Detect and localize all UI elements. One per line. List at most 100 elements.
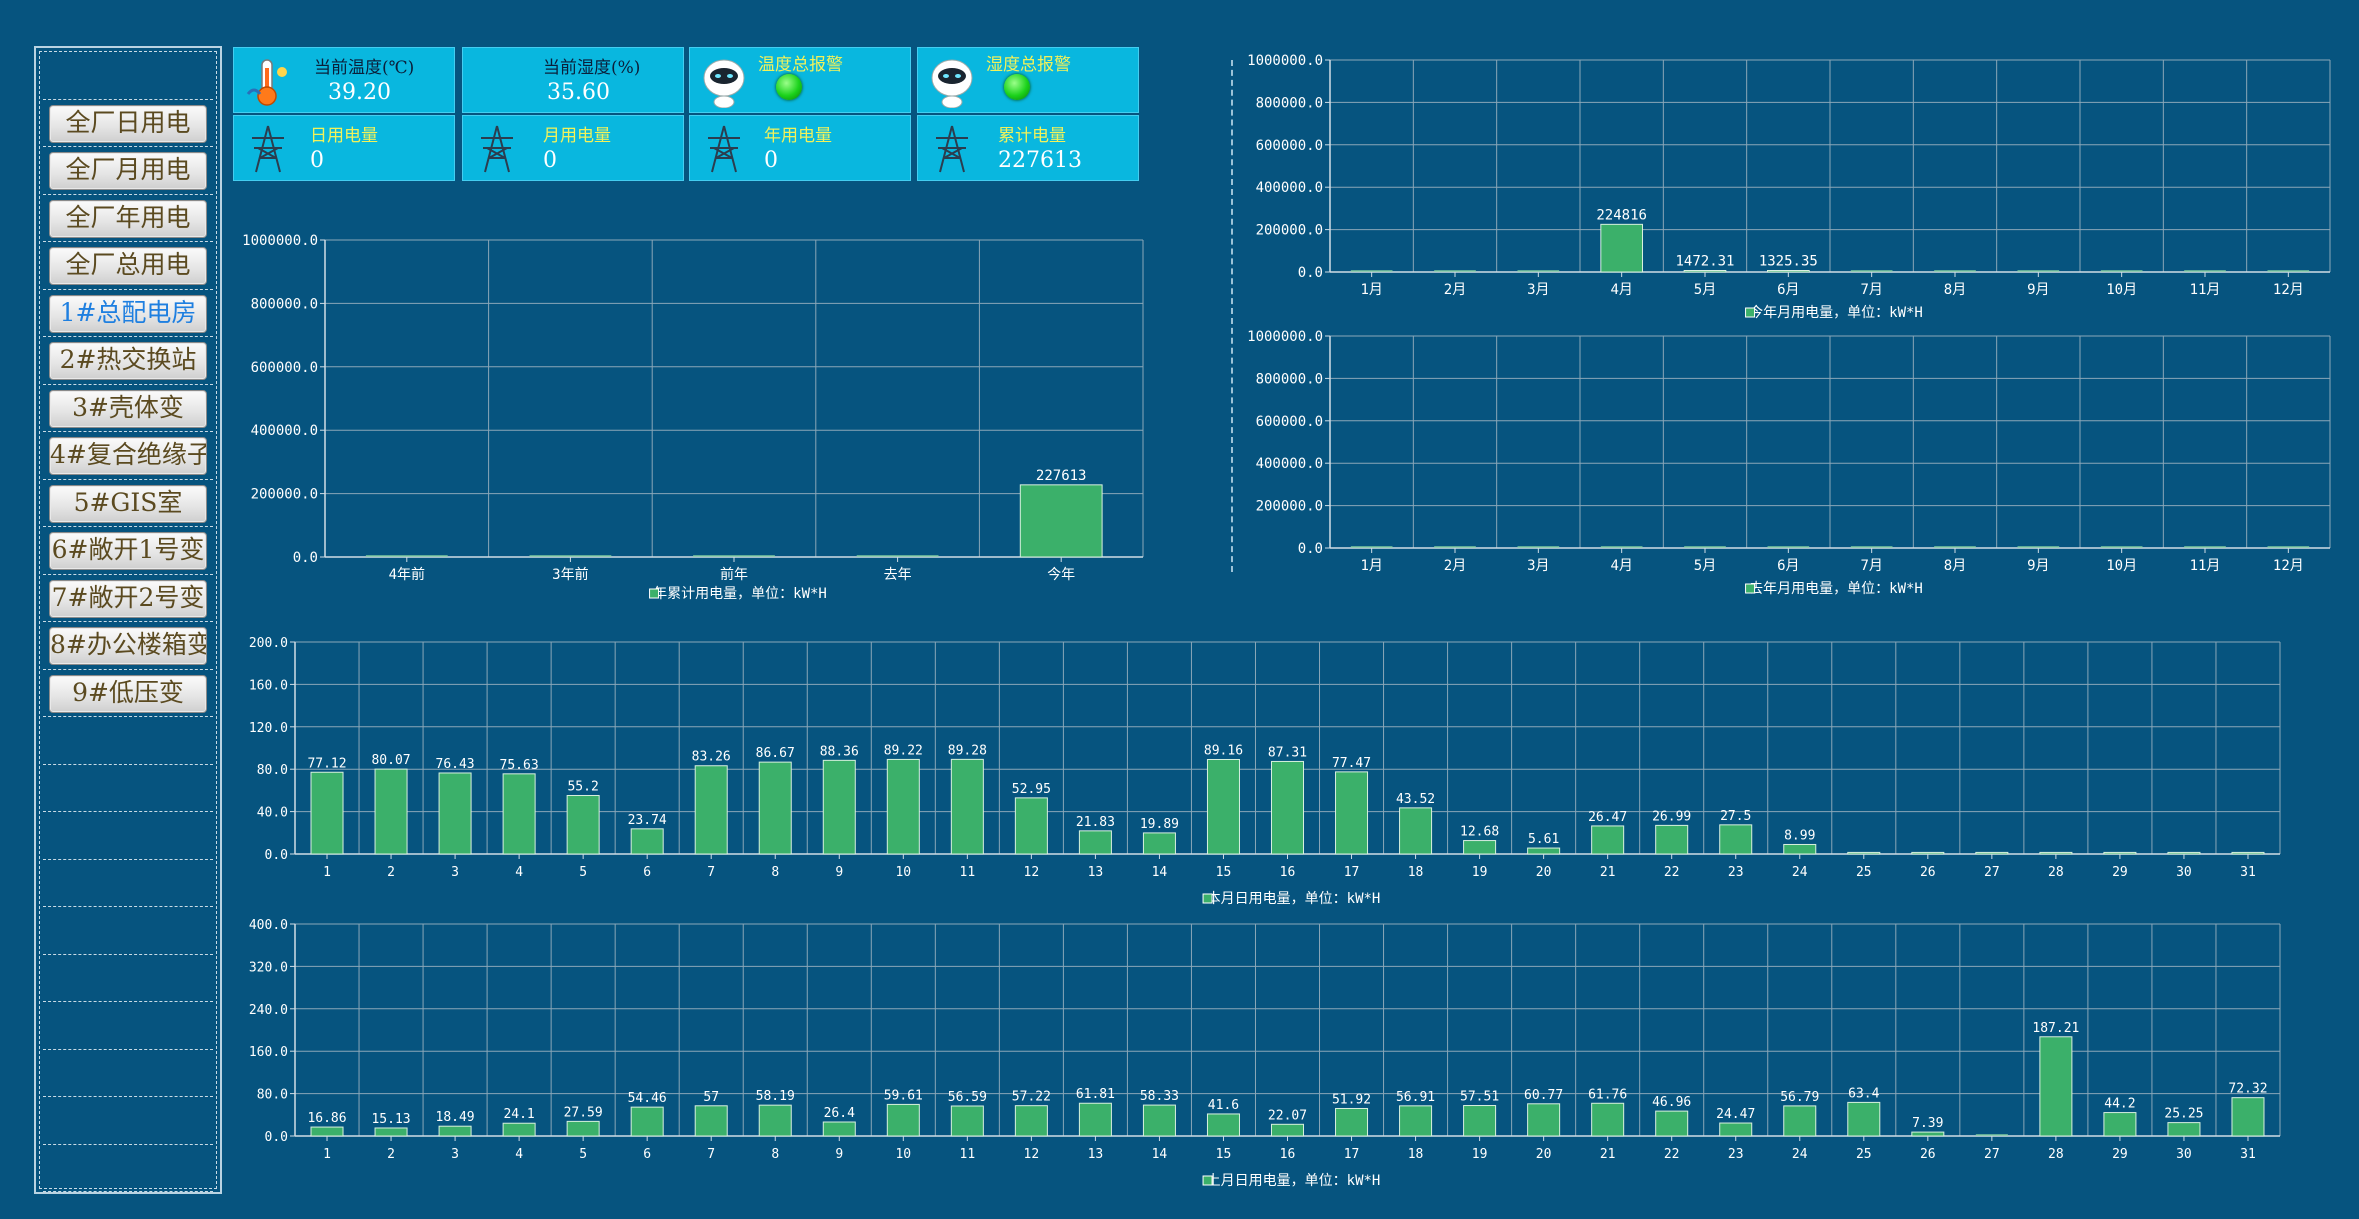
data-label: 43.52 bbox=[1396, 792, 1435, 807]
x-tick-label: 3月 bbox=[1527, 282, 1549, 298]
x-tick-label: 27 bbox=[1984, 1147, 2000, 1162]
data-label: 77.47 bbox=[1332, 756, 1371, 771]
data-label: 61.76 bbox=[1588, 1087, 1627, 1102]
power-tower-icon bbox=[481, 125, 513, 173]
sidebar-item-button[interactable]: 全厂总用电 bbox=[49, 247, 207, 285]
data-label: 57.51 bbox=[1460, 1090, 1499, 1105]
humidity-tile: 当前湿度(%) 35.60 bbox=[462, 47, 684, 113]
bar bbox=[1719, 824, 1753, 855]
data-label: 60.77 bbox=[1524, 1088, 1563, 1103]
data-label: 26.4 bbox=[824, 1106, 855, 1121]
sidebar-item-button[interactable]: 3#壳体变 bbox=[49, 389, 207, 428]
monthly-energy-value: 0 bbox=[543, 148, 557, 173]
x-tick-label: 30 bbox=[2176, 865, 2192, 880]
x-tick-label: 1 bbox=[323, 1147, 331, 1162]
x-tick-label: 19 bbox=[1472, 865, 1488, 880]
bar bbox=[1335, 1107, 1369, 1137]
bar bbox=[694, 1105, 728, 1137]
sidebar-item-button[interactable]: 5#GIS室 bbox=[49, 484, 207, 523]
bar bbox=[950, 758, 984, 855]
x-tick-label: 31 bbox=[2240, 1147, 2256, 1162]
data-label: 8.99 bbox=[1784, 828, 1815, 843]
legend-swatch bbox=[649, 588, 660, 599]
x-tick-label: 5月 bbox=[1694, 558, 1716, 574]
x-tick-label: 3 bbox=[451, 865, 459, 880]
power-tower-icon bbox=[252, 125, 284, 173]
x-tick-label: 29 bbox=[2112, 1147, 2128, 1162]
sidebar-row: 2#热交换站 bbox=[43, 337, 213, 385]
temperature-label: 当前温度(℃) bbox=[314, 58, 415, 78]
x-tick-label: 6月 bbox=[1777, 282, 1799, 298]
x-tick-label: 29 bbox=[2112, 865, 2128, 880]
x-tick-label: 26 bbox=[1920, 1147, 1936, 1162]
y-tick-label: 0.0 bbox=[265, 848, 288, 863]
y-tick-label: 160.0 bbox=[249, 1045, 288, 1060]
bar bbox=[1767, 270, 1810, 273]
bar bbox=[694, 765, 728, 855]
data-label: 224816 bbox=[1596, 207, 1647, 223]
bar bbox=[2167, 851, 2201, 855]
bar bbox=[1399, 807, 1433, 855]
x-tick-label: 1月 bbox=[1360, 558, 1382, 574]
x-tick-label: 14 bbox=[1152, 865, 1168, 880]
data-label: 227613 bbox=[1036, 468, 1087, 484]
y-tick-label: 1000000.0 bbox=[242, 233, 318, 249]
bar bbox=[1270, 1123, 1305, 1137]
bar bbox=[1683, 270, 1727, 273]
sidebar-row bbox=[43, 1145, 213, 1192]
data-label: 52.95 bbox=[1012, 782, 1051, 797]
sidebar-item-button[interactable]: 4#复合绝缘子变 bbox=[49, 437, 207, 475]
sidebar-row bbox=[43, 1097, 213, 1145]
sidebar-row: 全厂日用电 bbox=[43, 100, 213, 147]
x-tick-label: 5月 bbox=[1694, 282, 1716, 298]
x-tick-label: 8 bbox=[771, 1147, 779, 1162]
temperature-tile: 当前温度(℃) 39.20 bbox=[233, 47, 455, 113]
sidebar-row: 全厂年用电 bbox=[43, 195, 213, 242]
sidebar-row: 1#总配电房 bbox=[43, 290, 213, 337]
data-label: 88.36 bbox=[820, 744, 859, 759]
bar bbox=[886, 758, 920, 855]
bar bbox=[822, 1121, 856, 1137]
bar bbox=[1527, 1103, 1561, 1137]
legend-swatch bbox=[1202, 893, 1213, 904]
bar bbox=[1463, 1105, 1497, 1137]
yearly-energy-label: 年用电量 bbox=[764, 126, 832, 146]
sidebar-item-button[interactable]: 1#总配电房 bbox=[49, 294, 207, 333]
y-tick-label: 200000.0 bbox=[1256, 499, 1323, 515]
x-tick-label: 13 bbox=[1088, 1147, 1104, 1162]
data-label: 54.46 bbox=[628, 1091, 667, 1106]
data-label: 16.86 bbox=[307, 1111, 346, 1126]
x-tick-label: 9 bbox=[835, 865, 843, 880]
y-tick-label: 800000.0 bbox=[1256, 371, 1323, 387]
sidebar-item-button[interactable]: 2#热交换站 bbox=[49, 342, 207, 380]
x-tick-label: 7月 bbox=[1860, 282, 1882, 298]
bar bbox=[1783, 1105, 1817, 1137]
sidebar-item-button[interactable]: 8#办公楼箱变 bbox=[49, 627, 207, 665]
data-label: 1472.31 bbox=[1675, 254, 1734, 270]
sidebar-row bbox=[43, 907, 213, 955]
sidebar-item-button[interactable]: 全厂年用电 bbox=[49, 199, 207, 238]
sidebar-row bbox=[43, 52, 213, 100]
bar bbox=[310, 1126, 344, 1137]
last-year-monthly-chart: 0.0 200000.0 400000.0 600000.0 800000.0 10000… bbox=[1247, 329, 2331, 597]
bar bbox=[1591, 825, 1625, 855]
x-tick-label: 12月 bbox=[2273, 558, 2304, 574]
x-tick-label: 10月 bbox=[2106, 282, 2137, 298]
data-label: 23.74 bbox=[628, 813, 667, 828]
data-label: 89.16 bbox=[1204, 743, 1243, 758]
thermometer-icon bbox=[246, 59, 287, 106]
y-tick-label: 200.0 bbox=[249, 636, 288, 651]
x-tick-label: 12月 bbox=[2273, 282, 2304, 298]
sidebar-item-button[interactable]: 9#低压变 bbox=[49, 674, 207, 713]
sidebar-item-button[interactable]: 7#敞开2号变 bbox=[49, 579, 207, 618]
sidebar-row: 全厂总用电 bbox=[43, 242, 213, 290]
bar bbox=[2167, 1122, 2201, 1137]
bar bbox=[2039, 851, 2073, 855]
data-label: 75.63 bbox=[500, 758, 539, 773]
x-tick-label: 3月 bbox=[1527, 558, 1549, 574]
bar bbox=[1600, 223, 1644, 273]
sidebar-item-button[interactable]: 6#敞开1号变 bbox=[49, 532, 207, 570]
data-label: 63.4 bbox=[1848, 1086, 1879, 1101]
sidebar-item-button[interactable]: 全厂月用电 bbox=[49, 152, 207, 190]
sidebar-item-button[interactable]: 全厂日用电 bbox=[49, 104, 207, 143]
